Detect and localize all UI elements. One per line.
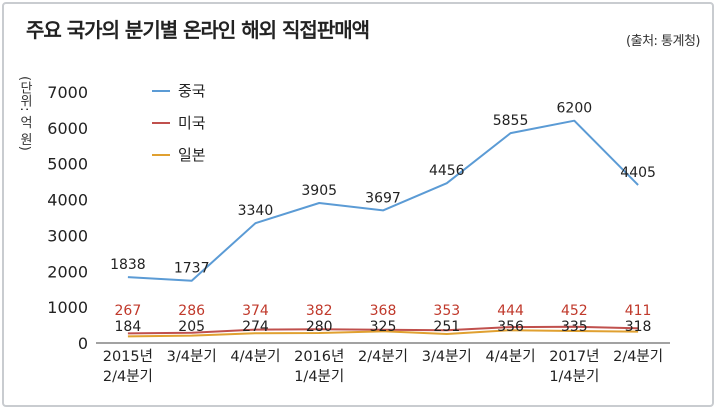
data-label: 280 [306,319,333,335]
data-label: 205 [178,319,205,335]
x-tick-label: 4/4분기 [230,348,280,365]
x-tick-label: 3/4분기 [167,348,217,365]
data-label: 356 [497,319,524,335]
data-label: 382 [306,303,333,319]
data-label: 444 [497,303,524,319]
data-label: 267 [115,303,142,319]
y-tick-label: 5000 [47,155,88,174]
data-label: 274 [242,319,269,335]
data-label: 411 [625,303,652,319]
data-label: 251 [433,319,460,335]
chart-frame [2,2,714,407]
data-label: 335 [561,319,588,335]
x-tick-label: 4/4분기 [486,348,536,365]
data-label: 452 [561,303,588,319]
series-line-0 [127,119,639,282]
chart-source: (출처: 통계청) [626,34,700,49]
data-label: 6200 [557,101,593,117]
y-tick-label: 2000 [47,262,88,281]
series-line-2 [127,329,639,338]
data-label: 325 [370,319,397,335]
x-tick-label: 2/4분기 [358,348,408,365]
x-tick-label: 3/4분기 [422,348,472,365]
y-tick-label: 4000 [47,191,88,210]
data-label: 286 [178,303,205,319]
data-label: 5855 [493,113,529,129]
x-tick-label: 2/4분기 [613,348,663,365]
y-tick-label: 6000 [47,119,88,138]
data-label: 318 [625,319,652,335]
y-tick-label: 7000 [47,83,88,102]
data-label: 184 [115,319,142,335]
legend-label: 미국 [178,114,206,132]
y-tick-label: 1000 [47,298,88,317]
data-label: 3905 [301,183,337,199]
data-label: 374 [242,303,269,319]
legend-label: 중국 [178,82,206,100]
y-axis-label: (단위: 억 원) [17,76,32,151]
legend-label: 일본 [178,146,206,164]
data-label: 1838 [110,257,146,273]
data-label: 353 [433,303,460,319]
x-tick-label: 2015년 2/4분기 [103,348,153,385]
data-label: 1737 [174,261,210,277]
data-label: 4405 [620,165,656,181]
y-tick-label: 0 [78,334,88,353]
data-label: 3697 [365,190,401,206]
y-tick-label: 3000 [47,226,88,245]
data-label: 368 [370,303,397,319]
x-tick-label: 2017년 1/4분기 [549,348,599,385]
chart-title: 주요 국가의 분기별 온라인 해외 직접판매액 [26,18,370,42]
data-label: 3340 [238,203,274,219]
x-tick-label: 2016년 1/4분기 [294,348,344,385]
data-label: 4456 [429,163,465,179]
